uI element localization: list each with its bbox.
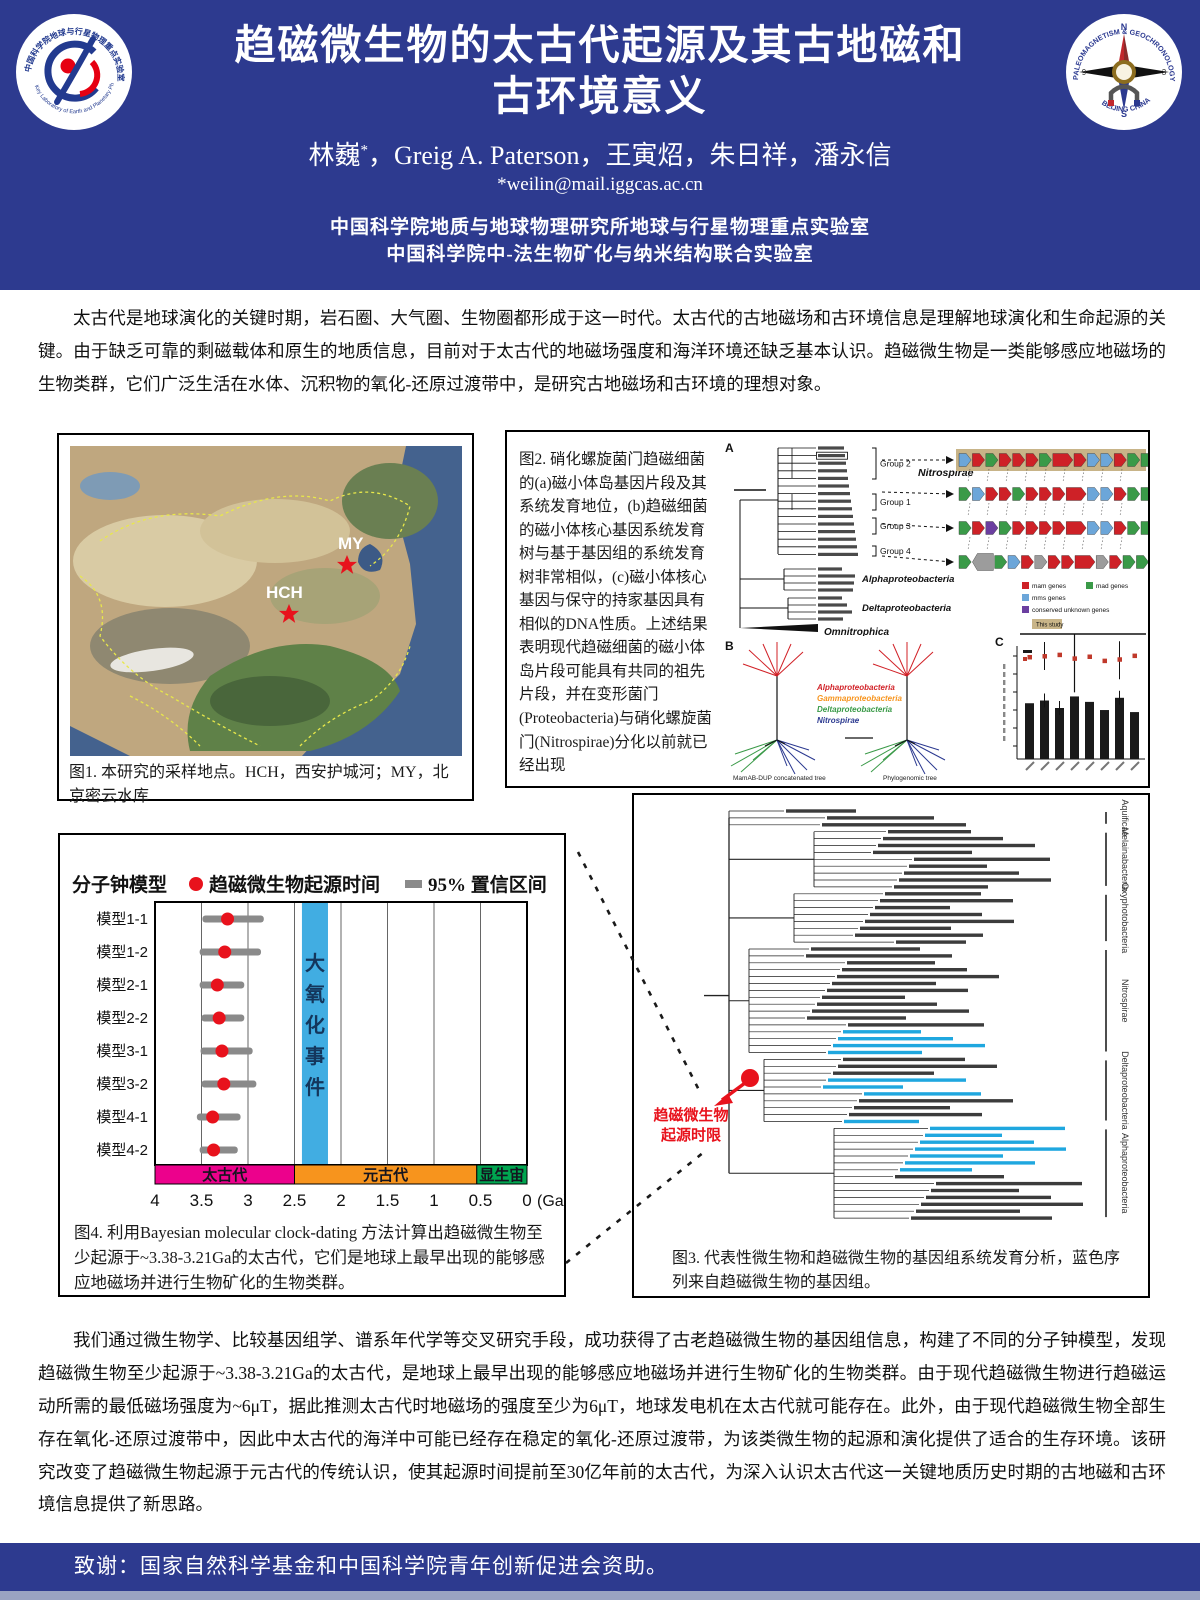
svg-text:氧: 氧	[304, 982, 325, 1006]
china-satellite-map: MY HCH	[70, 446, 462, 756]
svg-text:事: 事	[305, 1044, 325, 1068]
svg-text:mam genes: mam genes	[1032, 583, 1067, 590]
svg-text:Deltaproteobacteria: Deltaproteobacteria	[1120, 1051, 1130, 1130]
svg-text:Group 2: Group 2	[880, 459, 911, 469]
svg-text:2.5: 2.5	[283, 1191, 307, 1210]
title-line1: 趋磁微生物的太古代起源及其古地磁和	[234, 22, 966, 68]
svg-text:模型4-2: 模型4-2	[96, 1142, 148, 1159]
corresponding-email: *weilin@mail.iggcas.ac.cn	[497, 173, 703, 195]
svg-text:模型1-2: 模型1-2	[96, 944, 148, 961]
svg-text:(Ga): (Ga)	[537, 1193, 564, 1210]
svg-text:模型3-1: 模型3-1	[96, 1043, 148, 1060]
svg-text:9: 9	[1082, 68, 1087, 77]
paleomag-lab-logo-icon: PALEOMAGNETISM & GEOCHRONOLOGY LABBEIJIN…	[1064, 12, 1182, 130]
svg-text:模型4-1: 模型4-1	[96, 1109, 148, 1126]
svg-text:95% 置信区间: 95% 置信区间	[428, 873, 547, 896]
svg-text:A: A	[725, 441, 734, 455]
svg-text:1.5: 1.5	[376, 1191, 400, 1210]
svg-text:分子钟模型: 分子钟模型	[72, 873, 167, 896]
figure3-box: Aquificae Melainabacteria Oxyphotobacteria…	[632, 793, 1150, 1298]
svg-text:模型1-1: 模型1-1	[96, 911, 148, 928]
svg-text:Nitrospirae: Nitrospirae	[817, 716, 860, 725]
svg-text:显生宙: 显生宙	[479, 1166, 524, 1184]
acknowledgement-bar: 致谢：国家自然科学基金和中国科学院青年创新促进会资助。	[0, 1543, 1200, 1591]
authors-rest: ，Greig A. Paterson，王寅炤，朱日祥，潘永信	[367, 140, 892, 170]
svg-text:Deltaproteobacteria: Deltaproteobacteria	[817, 705, 893, 714]
svg-text:Omnitrophica: Omnitrophica	[824, 627, 889, 636]
svg-text:MamAB-DUP concatenated tree: MamAB-DUP concatenated tree	[733, 775, 826, 782]
svg-text:3.5: 3.5	[190, 1191, 214, 1210]
author-superscript: *	[360, 141, 368, 158]
poster-title: 趋磁微生物的太古代起源及其古地磁和 古环境意义	[0, 0, 1200, 123]
genome-phylogeny-tree: AquificaeMelainabacteriaOxyphotobacteria…	[653, 799, 1130, 1220]
discussion-paragraph: 我们通过微生物学、比较基因组学、谱系年代学等交叉研究手段，成功获得了古老趋磁微生…	[38, 1330, 1166, 1515]
title-line2: 古环境意义	[492, 73, 708, 120]
svg-text:conserved unknown genes: conserved unknown genes	[1032, 607, 1110, 614]
svg-text:Phylogenomic tree: Phylogenomic tree	[883, 775, 937, 782]
svg-text:This study: This study	[1036, 623, 1063, 629]
site-star-hch	[279, 604, 299, 623]
svg-text:Aquificae: Aquificae	[1120, 799, 1130, 836]
svg-text:B: B	[725, 639, 734, 653]
svg-text:0.5: 0.5	[469, 1191, 493, 1210]
svg-text:Oxyphotobacteria: Oxyphotobacteria	[1120, 883, 1130, 954]
svg-text:元古代: 元古代	[363, 1166, 408, 1184]
author-first: 林巍	[308, 140, 361, 170]
svg-text:模型3-2: 模型3-2	[96, 1076, 148, 1093]
figure1-box: MY HCH 图1. 本研究的采样地点。HCH，西安护城河；MY，北京密云水库	[57, 433, 474, 805]
svg-text:mad genes: mad genes	[1096, 583, 1129, 590]
figure4-box: 分子钟模型 趋磁微生物起源时间 95% 置信区间大氧化事件 模型1-1 模型1-2 模型2…	[58, 833, 566, 1297]
bottom-strip	[0, 1591, 1200, 1600]
figure2-caption: 图2. 硝化螺旋菌门趋磁细菌的(a)磁小体岛基因片段及其系统发育地位，(b)趋磁…	[519, 451, 712, 775]
svg-text:Melainabacteria: Melainabacteria	[1120, 828, 1130, 892]
svg-text:HCH: HCH	[266, 583, 303, 602]
svg-text:3: 3	[243, 1191, 252, 1210]
svg-text:趋磁微生物起源时间: 趋磁微生物起源时间	[209, 873, 380, 896]
site-star-my	[337, 555, 357, 574]
svg-text:MY: MY	[338, 534, 364, 553]
svg-text:Alphaproteobacteria: Alphaproteobacteria	[816, 683, 895, 692]
intro-paragraph: 太古代是地球演化的关键时期，岩石圈、大气圈、生物圈都形成于这一时代。太古代的古地…	[38, 308, 1166, 394]
authors: 林巍*，Greig A. Paterson，王寅炤，朱日祥，潘永信	[0, 135, 1200, 172]
header: 中国科学院地球与行星物理重点实验室 Key Laboratory of Earth…	[0, 0, 1200, 290]
svg-text:N: N	[1121, 22, 1128, 32]
svg-text:4: 4	[150, 1191, 159, 1210]
figure2-panel-b-unrooted-trees: B Alphaproteobacteria Gammaproteobacteria D…	[725, 639, 946, 782]
figure2-box: 图2. 硝化螺旋菌门趋磁细菌的(a)磁小体岛基因片段及其系统发育地位，(b)趋磁…	[505, 430, 1150, 788]
figure2-panel-c-bar-chart: C	[995, 634, 1145, 771]
svg-text:Alphaproteobacteria: Alphaproteobacteria	[861, 574, 954, 585]
acknowledgement-text: 致谢：国家自然科学基金和中国科学院青年创新促进会资助。	[74, 1555, 668, 1578]
svg-text:模型2-1: 模型2-1	[96, 977, 148, 994]
svg-text:C: C	[995, 635, 1004, 649]
figure3-caption: 图3. 代表性微生物和趋磁微生物的基因组系统发育分析，蓝色序列来自趋磁微生物的基…	[672, 1250, 1121, 1291]
svg-text:0: 0	[522, 1191, 531, 1210]
svg-text:Gammaproteobacteria: Gammaproteobacteria	[817, 694, 902, 703]
svg-text:2: 2	[336, 1191, 345, 1210]
svg-text:Alphaproteobacteria: Alphaproteobacteria	[1120, 1133, 1130, 1214]
svg-text:mms genes: mms genes	[1032, 595, 1066, 602]
svg-text:大: 大	[305, 952, 325, 975]
svg-text:Group 3: Group 3	[880, 521, 911, 531]
svg-text:件: 件	[305, 1075, 325, 1099]
svg-text:Group 1: Group 1	[880, 497, 911, 507]
svg-text:起源时限: 起源时限	[660, 1126, 721, 1144]
svg-text:Deltaproteobacteria: Deltaproteobacteria	[862, 603, 951, 614]
svg-text:1: 1	[429, 1191, 438, 1210]
affiliation-2: 中国科学院中-法生物矿化与纳米结构联合实验室	[386, 243, 814, 265]
svg-text:3: 3	[1162, 68, 1167, 77]
svg-text:太古代: 太古代	[202, 1166, 247, 1184]
figure4-caption: 图4. 利用Bayesian molecular clock-dating 方法…	[74, 1223, 545, 1292]
svg-text:S: S	[1121, 109, 1127, 119]
affiliation-1: 中国科学院地质与地球物理研究所地球与行星物理重点实验室	[329, 216, 870, 238]
svg-text:Nitrospirae: Nitrospirae	[1120, 979, 1130, 1023]
svg-text:模型2-2: 模型2-2	[96, 1010, 148, 1027]
svg-text:趋磁微生物: 趋磁微生物	[653, 1106, 728, 1124]
svg-text:化: 化	[305, 1013, 325, 1037]
svg-text:Group 4: Group 4	[880, 546, 911, 556]
figure1-caption: 图1. 本研究的采样地点。HCH，西安护城河；MY，北京密云水库	[69, 764, 449, 805]
